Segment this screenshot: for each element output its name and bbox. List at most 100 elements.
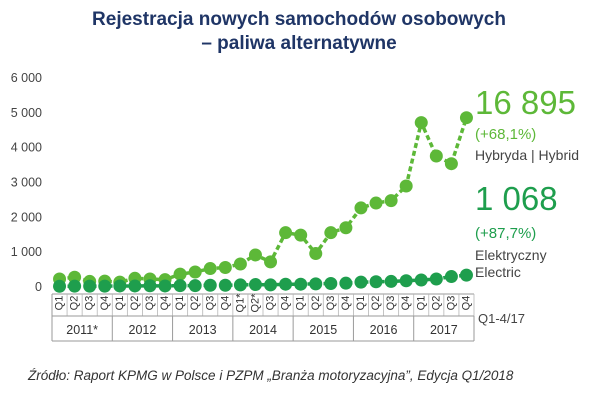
data-point-electric <box>354 275 368 289</box>
data-point-electric <box>188 279 202 293</box>
year-label: 2015 <box>309 323 337 337</box>
x-tick-label: Q4 <box>159 296 171 311</box>
data-point-hybrid <box>233 257 247 271</box>
x-tick-label: Q3 <box>445 296 457 311</box>
data-point-electric <box>279 277 293 291</box>
y-tick-label: 4 000 <box>11 141 42 155</box>
data-point-hybrid <box>294 228 308 242</box>
x-tick-label: Q4 <box>280 296 292 311</box>
data-point-hybrid <box>264 255 278 269</box>
year-label: 2013 <box>189 323 217 337</box>
data-point-hybrid <box>429 149 443 163</box>
data-point-electric <box>369 275 383 289</box>
data-point-hybrid <box>384 194 398 208</box>
data-point-electric <box>264 278 278 292</box>
data-point-electric <box>173 279 187 293</box>
data-point-hybrid <box>188 265 202 279</box>
x-tick-label: Q3 <box>385 296 397 311</box>
data-point-hybrid <box>369 196 383 210</box>
y-tick-label: 6 000 <box>11 71 42 85</box>
data-point-electric <box>203 278 217 292</box>
x-tick-label: Q3 <box>204 296 216 311</box>
x-tick-label: Q2 <box>69 296 81 311</box>
y-tick-label: 2 000 <box>11 210 42 224</box>
data-point-hybrid <box>218 260 232 274</box>
data-point-electric <box>399 274 413 288</box>
x-tick-label: Q1 <box>415 296 427 311</box>
hybrid-total-label: 16 895 <box>475 84 576 121</box>
series-line-hybrid <box>59 117 469 284</box>
data-point-hybrid <box>309 247 323 261</box>
data-point-hybrid <box>279 226 293 240</box>
x-tick-label: Q4 <box>460 296 472 311</box>
data-point-electric <box>414 273 428 287</box>
data-point-hybrid <box>414 116 428 130</box>
x-tick-label: Q3 <box>84 296 96 311</box>
x-tick-label: Q1 <box>355 296 367 311</box>
period-label: Q1-4/17 <box>478 311 525 326</box>
x-tick-label: Q3 <box>144 296 156 311</box>
data-point-hybrid <box>203 262 217 276</box>
year-label: 2017 <box>430 323 458 337</box>
x-tick-label: Q4 <box>400 296 412 311</box>
chart-title-line2: – paliwa alternatywne <box>201 33 397 54</box>
year-label: 2014 <box>249 323 277 337</box>
data-point-electric <box>128 279 142 293</box>
x-tick-label: Q2 <box>129 296 141 311</box>
data-point-hybrid <box>324 226 338 240</box>
data-point-electric <box>294 277 308 291</box>
x-tick-label: Q1 <box>54 296 66 311</box>
x-tick-label: Q2 <box>430 296 442 311</box>
data-point-hybrid <box>354 201 368 215</box>
x-tick-label: Q1 <box>174 296 186 311</box>
x-tick-label: Q1 <box>295 296 307 311</box>
data-point-hybrid <box>444 157 458 171</box>
x-tick-label: Q3 <box>265 296 277 311</box>
data-point-electric <box>113 279 127 293</box>
y-tick-label: 3 000 <box>11 176 42 190</box>
x-tick-label: Q4 <box>340 296 352 311</box>
y-tick-label: 0 <box>35 280 42 294</box>
data-point-electric <box>429 272 443 286</box>
y-tick-label: 5 000 <box>11 106 42 120</box>
x-tick-label: Q2* <box>249 293 261 313</box>
data-point-electric <box>384 274 398 288</box>
data-point-electric <box>324 277 338 291</box>
data-point-electric <box>339 276 353 290</box>
electric-series-label: Elektryczny <box>475 247 547 263</box>
data-point-electric <box>158 279 172 293</box>
data-point-electric <box>459 268 473 282</box>
data-point-electric <box>83 279 97 293</box>
x-tick-label: Q3 <box>325 296 337 311</box>
electric-change-label: (+87,7%) <box>475 225 536 242</box>
x-tick-label: Q2 <box>189 296 201 311</box>
data-point-hybrid <box>339 221 353 235</box>
electric-series-label: Electric <box>475 264 521 280</box>
data-point-electric <box>143 279 157 293</box>
series-line-electric <box>59 273 467 289</box>
data-point-electric <box>309 277 323 291</box>
data-point-electric <box>233 278 247 292</box>
data-point-hybrid <box>173 267 187 281</box>
data-point-hybrid <box>399 179 413 193</box>
data-point-hybrid <box>459 111 473 125</box>
year-label: 2012 <box>129 323 157 337</box>
chart-title: Rejestracja nowych samochodów osobowych … <box>0 8 598 56</box>
x-tick-label: Q1 <box>114 296 126 311</box>
x-tick-label: Q4 <box>99 296 111 311</box>
data-point-electric <box>98 279 112 293</box>
x-tick-label: Q4 <box>219 296 231 311</box>
data-point-electric <box>444 270 458 284</box>
data-point-electric <box>53 279 67 293</box>
x-tick-label: Q1* <box>234 293 246 313</box>
data-point-electric <box>248 278 262 292</box>
data-point-hybrid <box>248 248 262 262</box>
data-point-electric <box>218 278 232 292</box>
x-tick-label: Q2 <box>310 296 322 311</box>
electric-total-label: 1 068 <box>475 180 558 217</box>
chart-title-line1: Rejestracja nowych samochodów osobowych <box>92 9 506 30</box>
hybrid-change-label: (+68,1%) <box>475 126 536 143</box>
source-note: Źródło: Raport KPMG w Polsce i PZPM „Bra… <box>28 368 514 383</box>
year-label: 2011* <box>66 323 98 337</box>
